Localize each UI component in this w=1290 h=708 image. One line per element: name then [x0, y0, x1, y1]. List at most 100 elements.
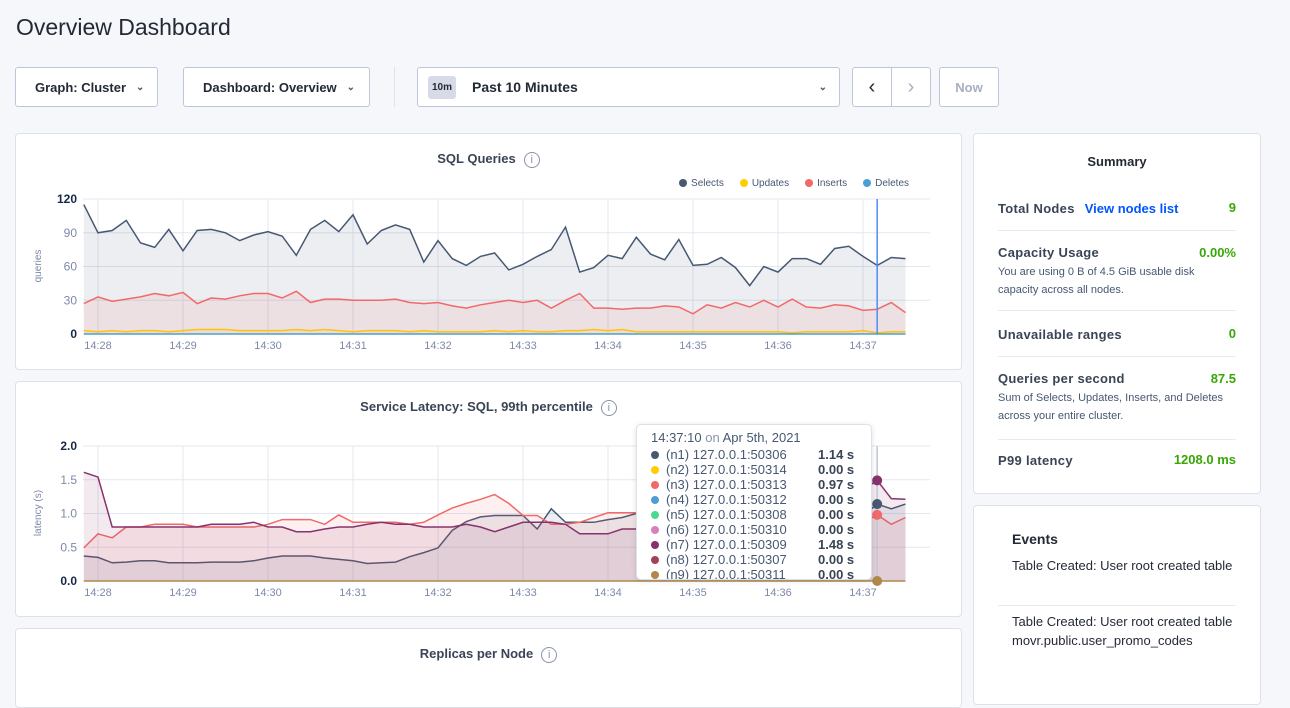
tooltip-row: (n6) 127.0.0.1:50310 0.00 s [651, 522, 871, 537]
chart-legend: Selects Updates Inserts Deletes [679, 178, 909, 189]
series-dot-icon [651, 450, 659, 459]
chart-title: Replicas per Node i [16, 646, 961, 663]
tooltip-node: (n3) 127.0.0.1:50313 [666, 477, 787, 492]
events-card: Events Table Created: User root created … [973, 505, 1261, 705]
chart-title: Service Latency: SQL, 99th percentile i [16, 399, 961, 416]
hover-point [872, 509, 883, 520]
tooltip-row: (n4) 127.0.0.1:50312 0.00 s [651, 492, 871, 507]
time-range-badge: 10m [428, 75, 457, 99]
summary-label: Unavailable ranges [998, 327, 1122, 342]
chevron-down-icon: ⌄ [136, 81, 145, 93]
x-tick-label: 14:37 [849, 340, 877, 352]
tooltip-value: 0.00 s [818, 507, 855, 522]
hover-point [872, 475, 883, 486]
summary-label: Total Nodes [998, 201, 1075, 216]
x-tick-label: 14:35 [679, 587, 707, 599]
summary-title: Summary [1087, 154, 1147, 169]
info-icon[interactable]: i [541, 646, 558, 663]
tooltip-row: (n3) 127.0.0.1:50313 0.97 s [651, 477, 871, 492]
dashboard-selector-label: Dashboard: Overview [203, 79, 337, 95]
chevron-right-icon: › [907, 75, 915, 98]
x-tick-label: 14:30 [254, 587, 282, 599]
summary-description: Sum of Selects, Updates, Inserts, and De… [998, 392, 1224, 422]
chart-title-text: SQL Queries [437, 151, 516, 166]
summary-label: P99 latency [998, 453, 1073, 468]
summary-card: Summary Total Nodes View nodes list 9 Capa… [973, 133, 1261, 494]
tooltip-on: on [705, 430, 720, 445]
tooltip-row: (n7) 127.0.0.1:50309 1.48 s [651, 537, 871, 552]
y-tick-label: 0 [70, 327, 77, 341]
tooltip-value: 1.14 s [818, 447, 855, 462]
x-tick-label: 14:32 [424, 587, 452, 599]
x-tick-label: 14:32 [424, 340, 452, 352]
time-range-label: Past 10 Minutes [472, 79, 578, 95]
y-tick-label: 2.0 [60, 439, 77, 453]
chart-title: SQL Queries i [16, 151, 961, 168]
view-nodes-list-link[interactable]: View nodes list [1084, 201, 1179, 216]
events-title: Events [1012, 531, 1058, 547]
legend-label: Deletes [875, 178, 909, 189]
series-area [83, 204, 906, 334]
hover-point [872, 576, 883, 586]
legend-label: Updates [751, 178, 790, 189]
info-icon[interactable]: i [600, 399, 617, 416]
tooltip-row: (n9) 127.0.0.1:50311 0.00 s [651, 567, 871, 580]
previous-time-button[interactable]: ‹ [852, 67, 892, 107]
y-tick-label: 30 [64, 293, 78, 307]
series-dot-icon [651, 555, 659, 564]
divider [998, 605, 1236, 606]
event-item[interactable]: Table Created: User root created table [1012, 558, 1233, 573]
legend-dot-icon [863, 179, 872, 187]
tooltip-value: 0.00 s [818, 552, 855, 567]
now-button[interactable]: Now [939, 67, 999, 107]
tooltip-node: (n9) 127.0.0.1:50311 [666, 567, 786, 580]
chart-title-text: Service Latency: SQL, 99th percentile [360, 399, 593, 414]
legend-dot-icon [679, 179, 688, 187]
tooltip-row: (n8) 127.0.0.1:50307 0.00 s [651, 552, 871, 567]
legend-label: Selects [691, 178, 724, 189]
tooltip-node: (n4) 127.0.0.1:50312 [666, 492, 787, 507]
tooltip-row: (n2) 127.0.0.1:50314 0.00 s [651, 462, 871, 477]
legend-item[interactable]: Selects [679, 178, 724, 189]
y-tick-label: 1.0 [60, 507, 77, 521]
tooltip-node: (n8) 127.0.0.1:50307 [666, 552, 787, 567]
chevron-down-icon: ⌄ [818, 81, 827, 93]
event-item[interactable]: Table Created: User root created table mo… [1012, 612, 1248, 650]
graph-selector[interactable]: Graph: Cluster ⌄ [15, 67, 158, 107]
summary-value: 87.5 [1210, 371, 1236, 386]
series-dot-icon [651, 495, 659, 504]
series-dot-icon [651, 525, 659, 534]
event-detail: movr.public.user_promo_codes [1012, 633, 1193, 648]
x-tick-label: 14:29 [169, 587, 197, 599]
info-icon[interactable]: i [523, 151, 540, 168]
time-range-selector[interactable]: 10m Past 10 Minutes ⌄ [417, 67, 840, 107]
next-time-button[interactable]: › [891, 67, 931, 107]
series-line [83, 290, 906, 315]
legend-item[interactable]: Inserts [805, 178, 847, 189]
summary-total-nodes: Total Nodes View nodes list 9 [998, 200, 1236, 231]
x-tick-label: 14:36 [764, 340, 792, 352]
summary-unavailable-ranges: Unavailable ranges 0 [998, 326, 1236, 357]
tooltip-value: 0.00 s [818, 492, 855, 507]
x-tick-label: 14:33 [509, 340, 537, 352]
tooltip-time: 14:37:10 [651, 430, 702, 445]
summary-value: 1208.0 ms [1173, 452, 1236, 467]
x-tick-label: 14:28 [84, 587, 112, 599]
x-tick-label: 14:34 [594, 340, 622, 352]
legend-item[interactable]: Deletes [863, 178, 909, 189]
dashboard-selector[interactable]: Dashboard: Overview ⌄ [183, 67, 370, 107]
hover-point [872, 499, 883, 510]
x-tick-label: 14:35 [679, 340, 707, 352]
x-tick-label: 14:30 [254, 340, 282, 352]
divider [394, 67, 395, 107]
event-text: Table Created: User root created table [1012, 614, 1233, 629]
legend-item[interactable]: Updates [739, 178, 790, 189]
x-tick-label: 14:33 [509, 587, 537, 599]
charts-layer: 0 30 60 90 120 14:28 14:29 14:30 14:31 14:32 14:33… [33, 192, 930, 599]
x-tick-label: 14:34 [594, 587, 622, 599]
summary-p99: P99 latency 1208.0 ms [998, 452, 1236, 482]
series-line [83, 204, 906, 287]
x-tick-label: 14:31 [339, 587, 367, 599]
summary-label: Queries per second [998, 371, 1125, 386]
tooltip-value: 0.00 s [818, 522, 855, 537]
